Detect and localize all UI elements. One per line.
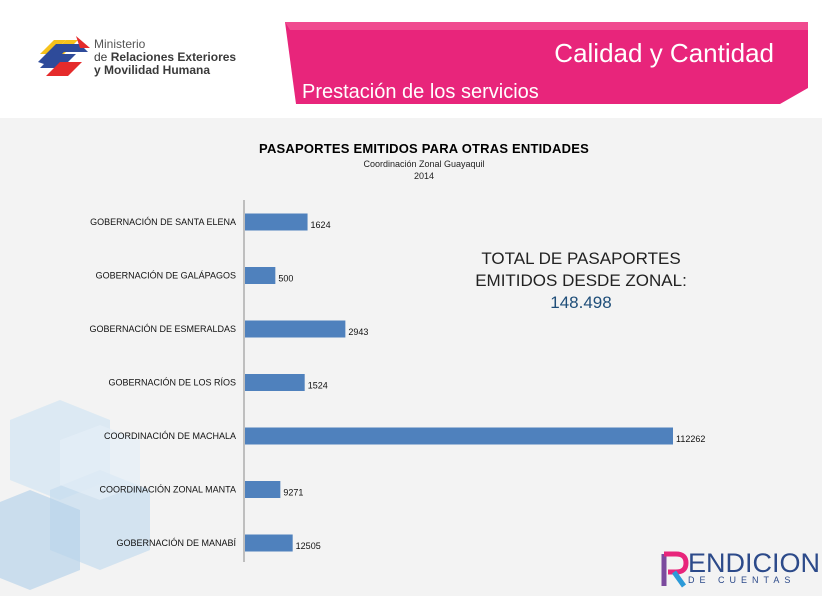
category-label-2: GOBERNACIÓN DE ESMERALDAS [89, 324, 236, 334]
rendicion-logo-sub: DE CUENTAS [688, 575, 796, 585]
chart-subtitle: Coordinación Zonal Guayaquil [363, 159, 485, 169]
value-label-2: 2943 [348, 327, 368, 337]
banner-subtitle: Prestación de los servicios [302, 81, 539, 103]
category-label-3: GOBERNACIÓN DE LOS RÍOS [108, 378, 236, 388]
ministry-line2: de Relaciones Exteriores [94, 50, 237, 64]
category-label-6: GOBERNACIÓN DE MANABÍ [116, 538, 236, 548]
decorative-hexagons [0, 400, 150, 590]
category-label-0: GOBERNACIÓN DE SANTA ELENA [90, 217, 236, 227]
banner-title: Calidad y Cantidad [554, 38, 774, 68]
bar-5 [245, 481, 281, 498]
bar-3 [245, 374, 305, 391]
ministry-name: Ministerio de Relaciones Exteriores y Mo… [94, 38, 236, 77]
ministry-logo [38, 36, 90, 76]
chart-title: PASAPORTES EMITIDOS PARA OTRAS ENTIDADES [259, 141, 589, 156]
category-label-4: COORDINACIÓN DE MACHALA [104, 431, 236, 441]
bar-1 [245, 267, 276, 284]
total-value: 148.498 [550, 293, 612, 312]
rendicion-logo-text: ENDICION [688, 548, 821, 578]
title-banner [285, 22, 808, 104]
ministry-line3: y Movilidad Humana [94, 63, 211, 77]
value-label-5: 9271 [283, 488, 303, 498]
ministry-line1: Ministerio [94, 37, 146, 51]
value-label-4: 112262 [676, 434, 705, 444]
value-label-3: 1524 [308, 381, 328, 391]
rendicion-logo-mark [661, 551, 689, 588]
category-label-1: GOBERNACIÓN DE GALÁPAGOS [96, 271, 236, 281]
bar-4 [245, 427, 673, 445]
value-label-6: 12505 [296, 541, 321, 551]
bar-6 [245, 534, 293, 552]
chart-year: 2014 [413, 171, 435, 181]
bar-0 [245, 213, 308, 231]
value-label-0: 1624 [311, 220, 331, 230]
bar-2 [245, 320, 346, 338]
total-annotation: TOTAL DE PASAPORTES EMITIDOS DESDE ZONAL… [446, 248, 716, 314]
category-label-5: COORDINACIÓN ZONAL MANTA [99, 485, 236, 495]
value-label-1: 500 [278, 274, 293, 284]
total-label: TOTAL DE PASAPORTES EMITIDOS DESDE ZONAL… [475, 249, 687, 290]
